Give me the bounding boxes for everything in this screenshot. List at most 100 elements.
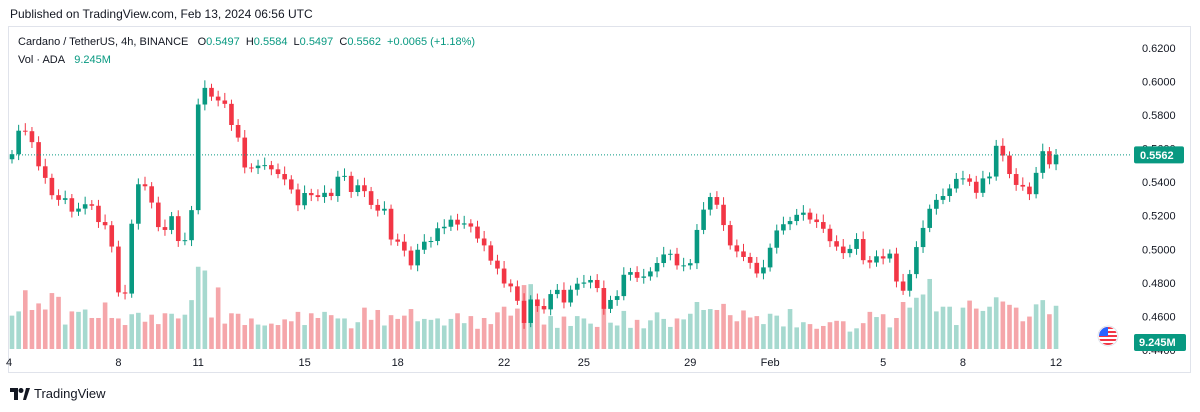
candle-body (594, 279, 600, 289)
volume-bar (275, 325, 281, 349)
volume-bar (169, 313, 174, 349)
volume-bar (714, 309, 720, 349)
candle (880, 248, 886, 265)
volume-bar (262, 325, 267, 349)
volume-bar (475, 328, 480, 349)
volume-bar (441, 325, 447, 349)
candle (588, 275, 593, 289)
volume-bar (774, 315, 780, 349)
volume-bar (195, 266, 201, 349)
candle (295, 183, 301, 212)
candle-body (368, 191, 374, 205)
volume-bar (189, 300, 194, 349)
candle-body (189, 210, 194, 241)
volume-bar (89, 317, 95, 349)
volume-bar (601, 304, 607, 349)
volume-bar (993, 297, 999, 349)
candle-body (973, 181, 979, 193)
candle (56, 189, 61, 206)
candle (954, 173, 959, 193)
candle (987, 172, 992, 185)
candle (960, 170, 966, 185)
candle (202, 80, 208, 111)
candle (408, 246, 414, 270)
candle (116, 240, 121, 297)
volume-bar (794, 327, 799, 349)
candle (927, 204, 932, 233)
candle-body (555, 289, 560, 295)
last-price-text: 0.5562 (1140, 150, 1174, 162)
volume-bar (594, 326, 600, 349)
candle (1027, 182, 1032, 201)
us-flag-icon[interactable] (1097, 325, 1119, 347)
candle-body (854, 239, 859, 249)
candle (255, 159, 261, 175)
candle (847, 244, 853, 258)
volume-bar (209, 317, 214, 349)
candle-body (634, 272, 640, 278)
candle-body (408, 250, 414, 266)
volume-bar (847, 331, 853, 349)
volume-bar (874, 317, 879, 349)
candle (654, 257, 660, 278)
candle-body (9, 154, 15, 160)
candle (814, 213, 819, 228)
volume-bar (840, 321, 846, 349)
candle (375, 199, 381, 217)
candle (721, 197, 726, 231)
candle (415, 243, 420, 272)
candle (362, 177, 367, 198)
candle-body (23, 130, 28, 132)
volume-bar (614, 325, 620, 349)
volume-bar (182, 314, 188, 349)
candle (342, 168, 347, 181)
candle (1013, 168, 1019, 191)
volume-bar (82, 309, 88, 349)
time-tick-label: 8 (115, 357, 121, 369)
volume-bar (641, 328, 647, 349)
candle-body (56, 195, 61, 200)
candle (9, 150, 15, 164)
candle (920, 220, 926, 253)
candle-body (821, 222, 826, 229)
candle-body (847, 248, 853, 254)
volume-bar (854, 328, 859, 349)
volume-bar (162, 313, 168, 349)
volume-bar (721, 303, 726, 349)
volume-label[interactable]: Vol · ADA (18, 54, 66, 66)
candle-body (654, 263, 660, 272)
candle (535, 293, 540, 312)
candle-body (628, 272, 633, 275)
candle-body (927, 208, 932, 228)
volume-bar (834, 320, 839, 349)
volume-bar (102, 302, 108, 349)
candle (900, 273, 906, 295)
tradingview-brand[interactable]: TradingView (10, 386, 106, 401)
candle (368, 186, 374, 210)
candle (222, 92, 228, 109)
volume-bar (801, 322, 806, 349)
candle-body (581, 282, 587, 284)
candle (441, 219, 447, 235)
volume-bar (362, 307, 367, 349)
candle-body (508, 283, 514, 287)
volume-bar (973, 308, 979, 349)
candle (621, 267, 627, 301)
candle-body (89, 204, 95, 206)
candle (162, 219, 168, 236)
candle (501, 261, 507, 288)
candle (508, 279, 514, 293)
volume-bar (315, 317, 321, 349)
candle-body (1040, 151, 1046, 173)
volume-bar (967, 300, 972, 349)
symbol-title[interactable]: Cardano / TetherUS, 4h, BINANCE (18, 36, 189, 48)
volume-bar (701, 309, 706, 349)
candle (422, 234, 427, 254)
volume-bar (202, 270, 208, 349)
volume-bar (156, 324, 161, 349)
candle (215, 90, 221, 107)
candle-body (515, 286, 520, 301)
candle (874, 250, 879, 267)
candle-body (302, 193, 307, 206)
